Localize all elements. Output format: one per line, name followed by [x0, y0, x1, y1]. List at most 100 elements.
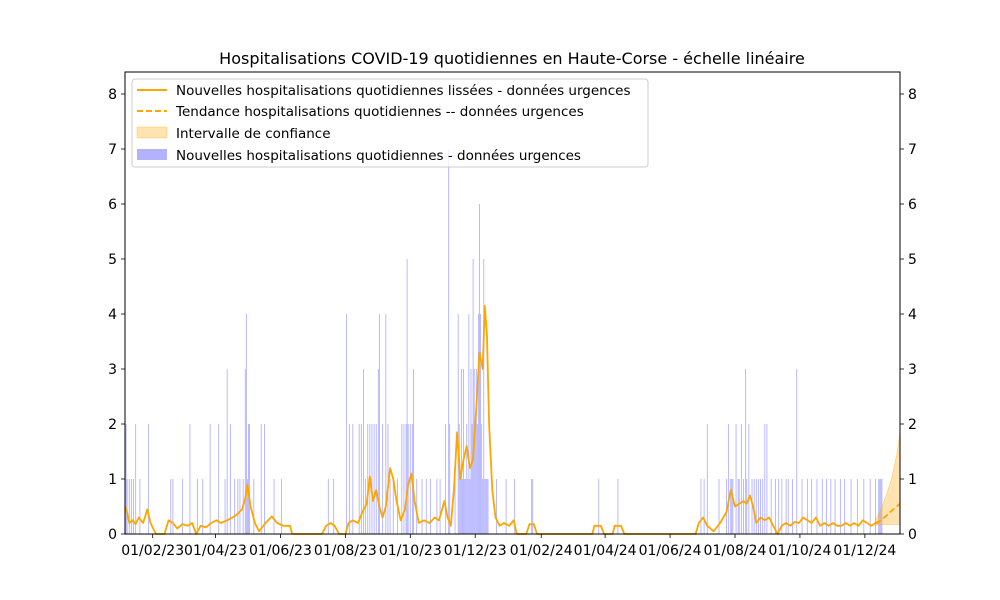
y-tick-label-right: 1	[908, 472, 917, 488]
lines-layer	[124, 304, 901, 535]
data-bar	[401, 424, 403, 534]
data-bar	[172, 479, 174, 534]
data-bar	[881, 479, 883, 534]
data-bar	[487, 479, 489, 534]
data-bar	[735, 424, 737, 534]
data-bar	[464, 479, 466, 534]
data-bar	[363, 369, 364, 534]
data-bar	[863, 479, 865, 534]
data-bar	[796, 369, 798, 534]
data-bar	[218, 424, 220, 534]
data-bar	[406, 259, 408, 534]
data-bar	[405, 424, 407, 534]
data-bar	[770, 479, 772, 534]
data-bar	[170, 479, 172, 534]
x-tick-label: 01/04/23	[184, 543, 247, 559]
data-bar	[352, 424, 354, 534]
data-bar	[333, 479, 335, 534]
data-bar	[209, 424, 211, 534]
data-bar	[126, 479, 128, 534]
data-bar	[245, 314, 247, 534]
data-bar	[375, 424, 377, 534]
data-bar	[392, 479, 394, 534]
data-bar	[475, 369, 477, 534]
data-bar	[751, 479, 753, 534]
data-bar	[505, 479, 507, 534]
data-bar	[875, 479, 876, 534]
data-bar	[753, 479, 755, 534]
data-bar	[360, 424, 362, 534]
data-bar	[358, 424, 360, 534]
data-bar	[237, 479, 239, 534]
smoothed-line	[124, 304, 879, 535]
data-bar	[726, 479, 727, 534]
data-bar	[738, 479, 740, 534]
data-bar	[826, 479, 827, 534]
x-tick-label: 01/06/23	[249, 543, 312, 559]
plot-frame	[124, 71, 901, 535]
y-tick-label-left: 4	[108, 307, 117, 323]
data-bar	[787, 479, 789, 534]
data-bar	[327, 479, 329, 534]
data-bar	[385, 314, 387, 534]
x-tick-label: 01/08/24	[704, 543, 767, 559]
data-bar	[700, 479, 702, 534]
data-bar	[740, 424, 742, 534]
data-bar	[474, 424, 476, 534]
data-bar	[139, 479, 141, 534]
data-bar	[743, 479, 744, 534]
data-bar	[532, 479, 534, 534]
data-bar	[482, 479, 484, 534]
data-bar	[476, 424, 478, 534]
data-bar	[273, 479, 275, 534]
data-bar	[465, 479, 467, 534]
data-bar	[806, 479, 808, 534]
axis-layer: 0 01 12 23 34 45 56 67 78 801/02/23 01/04/23 01/06/…	[108, 87, 917, 559]
y-tick-label-left: 5	[108, 252, 117, 268]
data-bar	[449, 424, 451, 534]
data-bar	[249, 424, 250, 534]
y-tick-label-left: 1	[108, 472, 117, 488]
bars-layer	[124, 149, 883, 534]
data-bar	[463, 369, 464, 534]
data-bar	[514, 479, 516, 534]
data-bar	[483, 259, 485, 534]
data-bar	[373, 424, 375, 534]
data-bar	[377, 369, 379, 534]
data-bar	[462, 479, 463, 534]
data-bar	[706, 424, 708, 534]
data-bar	[128, 479, 130, 534]
data-bar	[264, 424, 265, 534]
data-bar	[224, 479, 226, 534]
data-bar	[458, 424, 460, 534]
data-bar	[496, 479, 497, 534]
data-bar	[246, 479, 248, 534]
data-bar	[425, 479, 427, 534]
x-tick-label: 01/10/23	[379, 543, 442, 559]
data-bar	[781, 479, 783, 534]
data-bar	[229, 424, 231, 534]
chart-title: Hospitalisations COVID-19 quotidiennes e…	[219, 49, 805, 68]
legend: Nouvelles hospitalisations quotidiennes …	[131, 78, 649, 168]
y-tick-label-right: 5	[908, 252, 917, 268]
data-bar	[703, 479, 705, 534]
y-tick-label-right: 4	[908, 307, 917, 323]
data-bar	[730, 479, 732, 534]
y-tick-label-left: 6	[108, 197, 117, 213]
data-bar	[130, 479, 132, 534]
legend-swatch-interval	[136, 126, 168, 139]
data-bar	[239, 479, 241, 534]
data-bar	[785, 479, 787, 534]
data-bar	[481, 424, 483, 534]
y-tick-label-right: 8	[908, 87, 917, 103]
data-bar	[766, 424, 768, 534]
data-bar	[467, 479, 469, 534]
data-bar	[349, 424, 351, 534]
data-bar	[830, 479, 832, 534]
data-bar	[764, 424, 766, 534]
data-bar	[147, 424, 149, 534]
data-bar	[484, 479, 486, 534]
data-bar	[850, 479, 852, 534]
data-bar	[466, 424, 468, 534]
x-tick-label: 01/08/23	[314, 543, 377, 559]
